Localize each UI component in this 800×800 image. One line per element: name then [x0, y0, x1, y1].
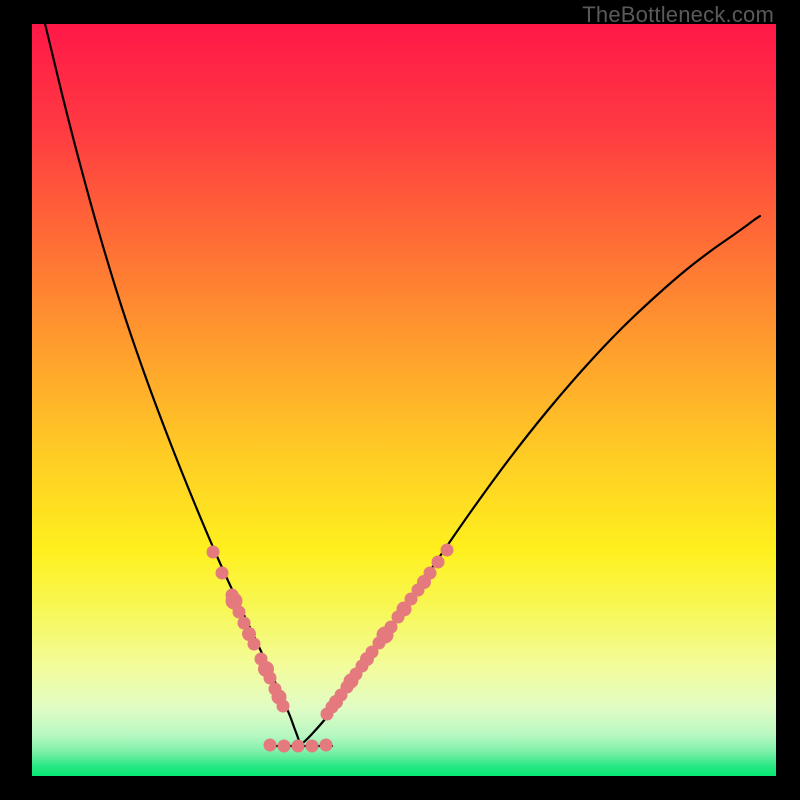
chart-frame: TheBottleneck.com [0, 0, 800, 800]
left-marker [255, 653, 268, 666]
left-marker [226, 589, 239, 602]
left-marker [238, 617, 251, 630]
bottom-marker [292, 740, 305, 753]
right-marker [432, 556, 445, 569]
left-marker [277, 700, 290, 713]
plot-area [32, 24, 776, 776]
right-marker [341, 681, 354, 694]
right-marker [441, 544, 454, 557]
curve-left [37, 24, 300, 745]
bottom-marker [278, 740, 291, 753]
right-marker [392, 611, 405, 624]
right-marker [373, 637, 386, 650]
left-marker [216, 567, 229, 580]
right-marker [412, 584, 425, 597]
bottom-marker [306, 740, 319, 753]
chart-svg [32, 24, 776, 776]
watermark-text: TheBottleneck.com [582, 2, 774, 28]
bottom-marker [264, 739, 277, 752]
right-marker [424, 567, 437, 580]
left-marker [269, 683, 282, 696]
right-marker [326, 701, 339, 714]
left-marker [207, 546, 220, 559]
right-marker [356, 660, 369, 673]
bottom-marker [320, 739, 333, 752]
left-marker [248, 638, 261, 651]
